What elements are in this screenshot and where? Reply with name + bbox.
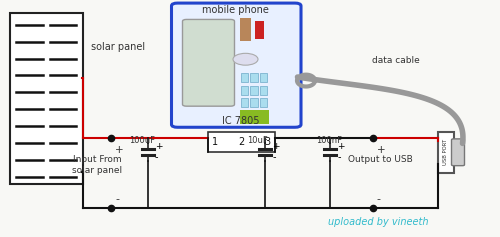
FancyBboxPatch shape <box>182 19 234 106</box>
Bar <box>250 73 258 82</box>
Text: +: + <box>376 145 385 155</box>
Bar <box>260 73 267 82</box>
Bar <box>240 110 269 124</box>
Text: 2: 2 <box>238 137 244 147</box>
Bar <box>250 98 258 107</box>
Text: +: + <box>272 142 280 151</box>
Text: Input From
solar panel: Input From solar panel <box>72 155 122 175</box>
Bar <box>250 86 258 95</box>
Bar <box>240 73 248 82</box>
Text: -: - <box>272 152 276 162</box>
Bar <box>260 86 267 95</box>
Text: USB PORT: USB PORT <box>443 139 448 165</box>
Text: -: - <box>115 194 119 204</box>
Bar <box>240 98 248 107</box>
Text: -: - <box>376 194 380 204</box>
Text: data cable: data cable <box>372 56 420 65</box>
Bar <box>240 86 248 95</box>
Bar <box>255 21 264 39</box>
Bar <box>240 18 251 41</box>
Bar <box>208 132 275 152</box>
Text: solar panel: solar panel <box>91 42 145 52</box>
FancyBboxPatch shape <box>172 3 301 127</box>
Bar <box>10 13 83 184</box>
Text: 100uF: 100uF <box>129 136 155 145</box>
Text: 10uF: 10uF <box>248 136 268 145</box>
FancyBboxPatch shape <box>452 139 464 166</box>
Bar <box>260 98 267 107</box>
Text: 1: 1 <box>212 137 218 147</box>
Text: +: + <box>115 145 124 155</box>
Text: IC 7805: IC 7805 <box>222 116 260 126</box>
Text: +: + <box>338 142 345 151</box>
Text: 100nF: 100nF <box>316 136 342 145</box>
Text: -: - <box>338 152 341 162</box>
Bar <box>438 132 454 173</box>
Text: -: - <box>155 152 158 162</box>
Text: 3: 3 <box>264 137 270 147</box>
Text: uploaded by vineeth: uploaded by vineeth <box>328 217 428 227</box>
Text: Output to USB: Output to USB <box>348 155 412 164</box>
Text: +: + <box>155 142 162 151</box>
Text: mobile phone: mobile phone <box>202 5 268 15</box>
Circle shape <box>233 53 258 65</box>
